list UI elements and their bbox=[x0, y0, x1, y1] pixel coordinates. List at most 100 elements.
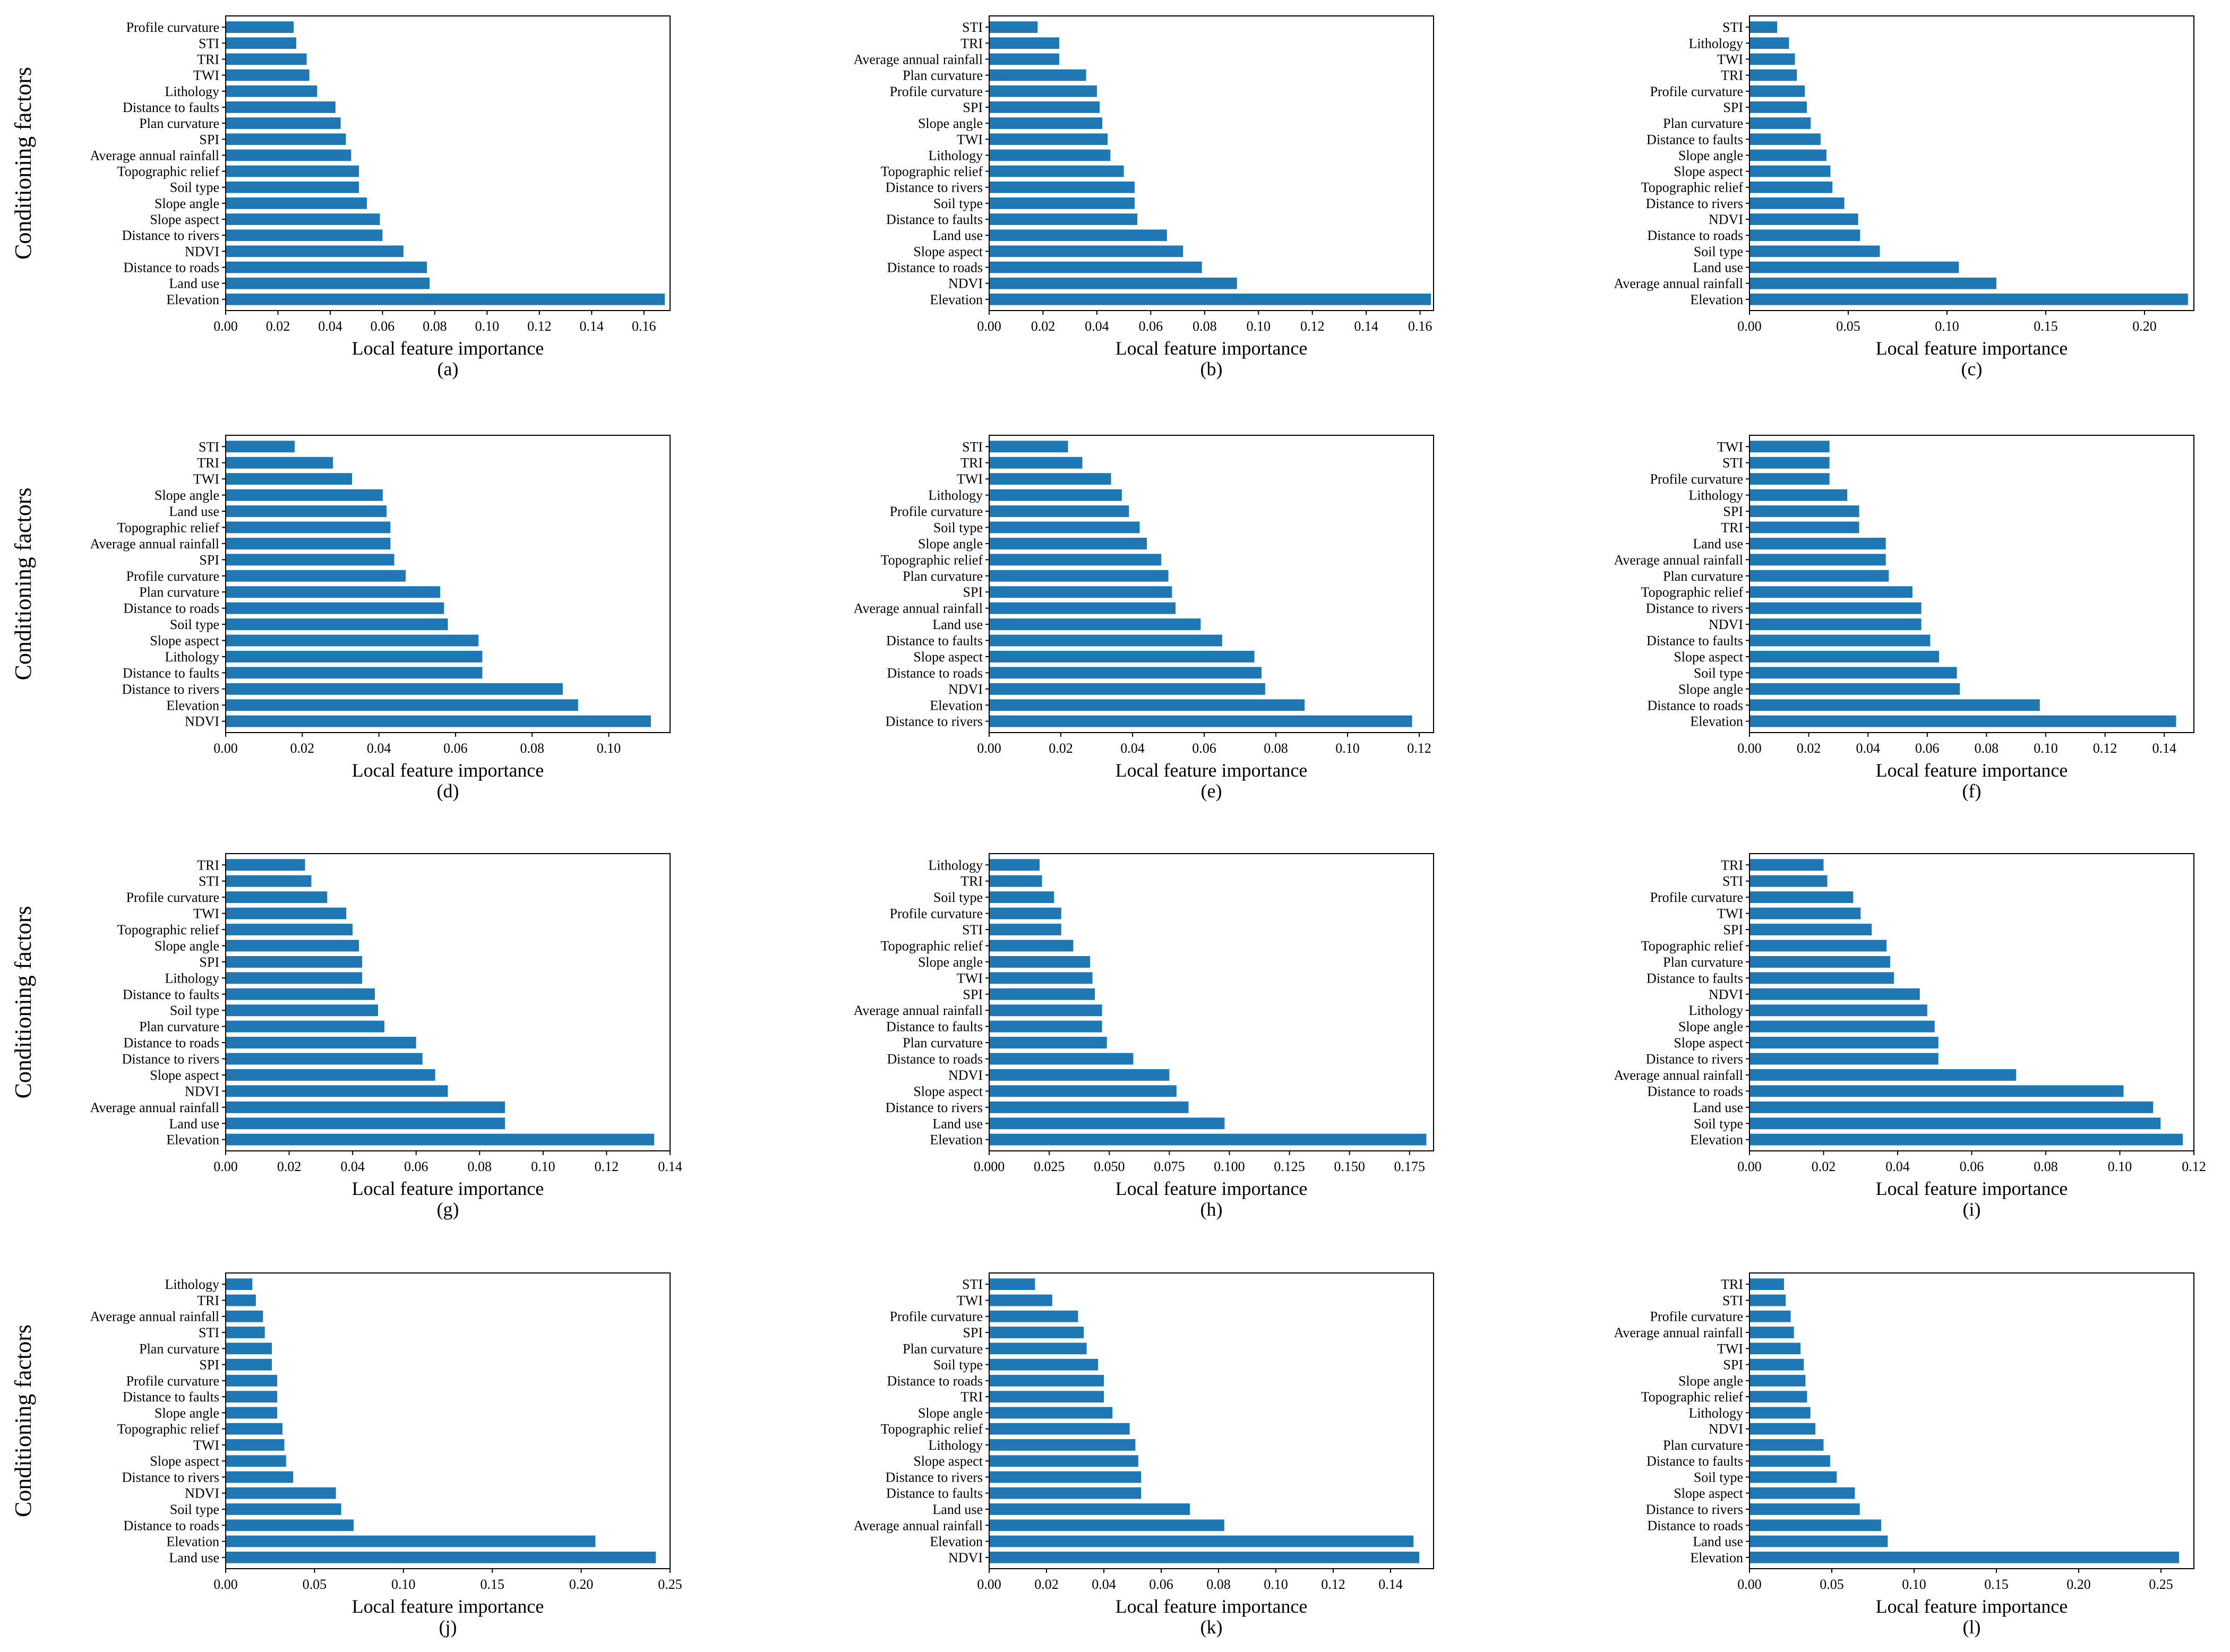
bar-soil-type bbox=[1749, 1117, 2161, 1130]
category-label: STI bbox=[1722, 1293, 1743, 1309]
bar-soil-type bbox=[989, 197, 1135, 209]
category-label: Average annual rainfall bbox=[854, 1518, 983, 1533]
bar-ndvi bbox=[989, 277, 1237, 289]
bar-ndvi bbox=[989, 1069, 1170, 1081]
bar-slope-aspect bbox=[226, 1455, 286, 1467]
bar-spi bbox=[1749, 101, 1807, 113]
bar-elevation bbox=[1749, 715, 2176, 727]
bar-distance-to-roads bbox=[989, 261, 1202, 273]
category-label: TRI bbox=[197, 1293, 219, 1309]
bar-slope-aspect bbox=[989, 245, 1183, 257]
category-label: Soil type bbox=[933, 196, 983, 211]
bar-distance-to-rivers bbox=[989, 181, 1135, 193]
bar-slope-aspect bbox=[989, 1085, 1177, 1097]
panel-label: (a) bbox=[438, 358, 459, 380]
category-label: Land use bbox=[1693, 260, 1743, 276]
bar-profile-curvature bbox=[1749, 1310, 1791, 1322]
x-tick-label: 0.02 bbox=[1049, 741, 1073, 756]
x-tick-label: 0.15 bbox=[2034, 319, 2058, 334]
category-label: Profile curvature bbox=[890, 84, 983, 99]
category-label: Topographic relief bbox=[881, 939, 983, 954]
category-label: Lithology bbox=[928, 488, 983, 503]
category-label: Elevation bbox=[1690, 1550, 1743, 1565]
panel-label: (j) bbox=[439, 1616, 457, 1638]
category-label: Soil type bbox=[1694, 1470, 1743, 1485]
bar-topographic-relief bbox=[226, 165, 359, 177]
x-tick-label: 0.00 bbox=[213, 1159, 238, 1174]
bar-average-annual-rainfall bbox=[226, 1310, 263, 1322]
bar-topographic-relief bbox=[989, 165, 1124, 177]
bar-distance-to-roads bbox=[1749, 699, 2040, 711]
category-label: Lithology bbox=[165, 649, 219, 665]
category-label: SPI bbox=[963, 987, 983, 1002]
bar-average-annual-rainfall bbox=[989, 1004, 1102, 1017]
category-label: Profile curvature bbox=[1650, 1309, 1743, 1324]
category-label: Distance to roads bbox=[887, 260, 983, 276]
category-label: Distance to roads bbox=[123, 601, 219, 616]
x-tick-label: 0.02 bbox=[1031, 319, 1056, 334]
category-label: Slope aspect bbox=[1674, 1035, 1743, 1051]
bar-distance-to-faults bbox=[1749, 133, 1821, 145]
x-tick-label: 0.08 bbox=[2034, 1159, 2058, 1174]
category-label: Distance to rivers bbox=[122, 1052, 219, 1067]
category-label: Distance to rivers bbox=[886, 714, 983, 729]
x-tick-label: 0.08 bbox=[1206, 1577, 1231, 1592]
category-label: STI bbox=[1722, 20, 1743, 35]
category-label: Land use bbox=[169, 1550, 219, 1565]
category-label: SPI bbox=[1723, 100, 1743, 115]
bar-land-use bbox=[1749, 1535, 1888, 1547]
x-tick-label: 0.25 bbox=[658, 1577, 682, 1592]
category-label: STI bbox=[1722, 455, 1743, 471]
category-label: Soil type bbox=[1694, 244, 1743, 259]
x-tick-label: 0.10 bbox=[531, 1159, 555, 1174]
x-tick-label: 0.10 bbox=[2034, 741, 2058, 756]
bar-distance-to-rivers bbox=[989, 715, 1412, 727]
category-label: Distance to faults bbox=[123, 665, 219, 681]
x-tick-label: 0.12 bbox=[2182, 1159, 2206, 1174]
category-label: Profile curvature bbox=[126, 569, 219, 584]
category-label: TWI bbox=[193, 471, 219, 487]
category-label: Profile curvature bbox=[126, 20, 219, 35]
bar-ndvi bbox=[1749, 988, 1920, 1000]
x-tick-label: 0.08 bbox=[1264, 741, 1288, 756]
x-tick-label: 0.15 bbox=[1984, 1577, 2009, 1592]
bar-sti bbox=[226, 875, 312, 887]
category-label: Slope aspect bbox=[1674, 649, 1743, 665]
panel-label: (f) bbox=[1962, 780, 1982, 802]
bar-lithology bbox=[989, 489, 1122, 501]
bar-spi bbox=[226, 554, 394, 566]
x-tick-label: 0.16 bbox=[632, 319, 656, 334]
bar-lithology bbox=[1749, 37, 1789, 49]
category-label: Distance to faults bbox=[1646, 970, 1743, 986]
category-label: Elevation bbox=[1690, 714, 1743, 729]
category-label: Lithology bbox=[1688, 1003, 1743, 1018]
category-label: Lithology bbox=[1688, 488, 1743, 503]
y-axis-label: Conditioning factors bbox=[10, 488, 36, 681]
bar-distance-to-rivers bbox=[989, 1101, 1189, 1113]
category-label: Slope aspect bbox=[913, 649, 983, 665]
x-tick-label: 0.10 bbox=[1247, 319, 1271, 334]
x-tick-label: 0.12 bbox=[1321, 1577, 1345, 1592]
x-tick-label: 0.00 bbox=[977, 1577, 1001, 1592]
bar-distance-to-faults bbox=[1749, 1455, 1830, 1467]
bar-slope-aspect bbox=[1749, 165, 1831, 177]
category-label: Distance to rivers bbox=[886, 1100, 983, 1115]
x-tick-label: 0.12 bbox=[1300, 319, 1325, 334]
category-label: Profile curvature bbox=[1650, 84, 1743, 99]
bar-distance-to-rivers bbox=[226, 229, 383, 242]
x-axis-label: Local feature importance bbox=[352, 338, 544, 359]
bar-profile-curvature bbox=[989, 505, 1129, 517]
category-label: TRI bbox=[960, 874, 983, 889]
category-label: Slope angle bbox=[918, 536, 983, 552]
category-label: Lithology bbox=[165, 1277, 219, 1292]
category-label: Distance to roads bbox=[123, 1035, 219, 1051]
x-tick-label: 0.10 bbox=[391, 1577, 416, 1592]
category-label: Average annual rainfall bbox=[854, 601, 983, 616]
category-label: Land use bbox=[169, 276, 219, 291]
category-label: STI bbox=[962, 922, 983, 937]
bar-slope-aspect bbox=[1749, 1487, 1855, 1499]
x-tick-label: 0.02 bbox=[1797, 741, 1821, 756]
